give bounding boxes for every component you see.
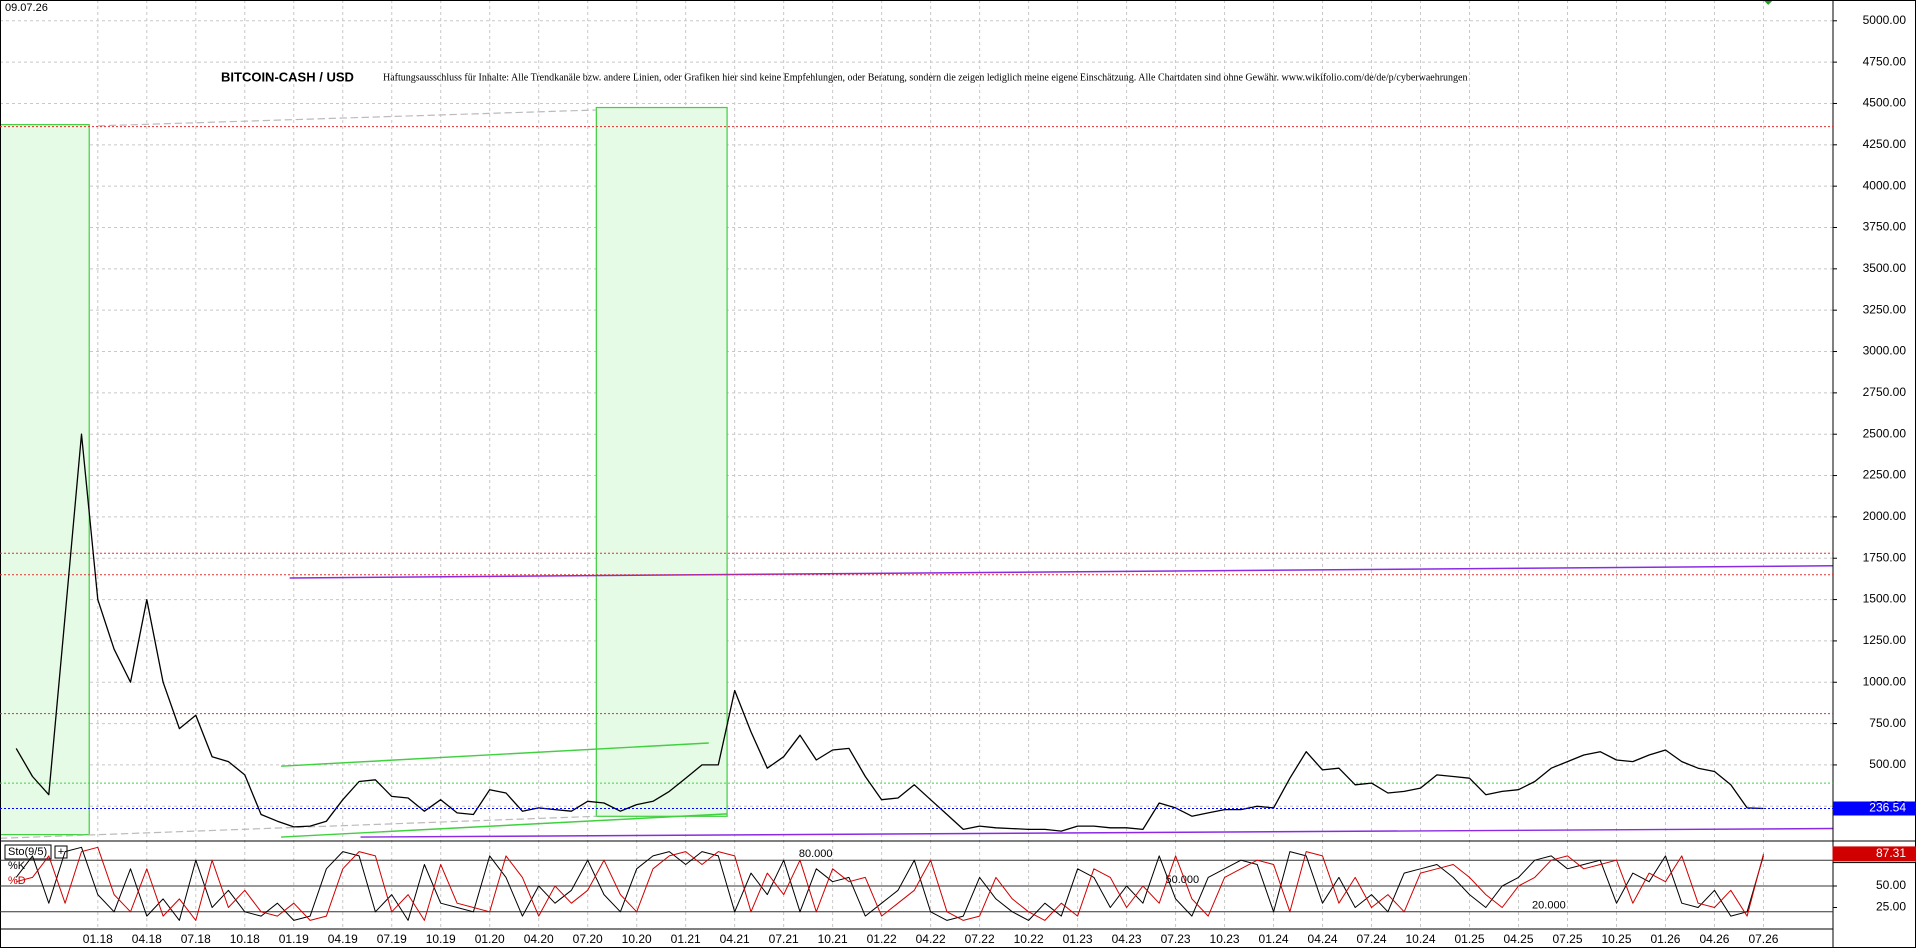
y-tick-label: 4750.00 bbox=[1863, 54, 1907, 68]
y-tick-label: 2500.00 bbox=[1863, 426, 1907, 440]
level-label: 80.000 bbox=[799, 848, 833, 860]
y-tick-label: 4000.00 bbox=[1863, 178, 1907, 192]
y-tick-label: 4250.00 bbox=[1863, 137, 1907, 151]
x-tick-label: 10.21 bbox=[818, 932, 848, 946]
y-tick-label: 3500.00 bbox=[1863, 261, 1907, 275]
y-tick-label: 2750.00 bbox=[1863, 385, 1907, 399]
x-tick-label: 04.21 bbox=[720, 932, 750, 946]
x-tick-label: 07.20 bbox=[573, 932, 603, 946]
x-tick-label: 04.22 bbox=[916, 932, 946, 946]
x-tick-label: 10.23 bbox=[1210, 932, 1240, 946]
x-tick-label: 04.24 bbox=[1308, 932, 1338, 946]
x-tick-label: 07.24 bbox=[1357, 932, 1387, 946]
x-tick-label: 01.25 bbox=[1455, 932, 1485, 946]
x-tick-label: 01.18 bbox=[83, 932, 113, 946]
x-tick-label: 04.18 bbox=[132, 932, 162, 946]
disclaimer: Haftungsausschluss für Inhalte: Alle Tre… bbox=[383, 72, 1468, 83]
x-tick-label: 10.20 bbox=[622, 932, 652, 946]
last-value-label: 87.31 bbox=[1876, 846, 1906, 860]
x-tick-label: 07.18 bbox=[181, 932, 211, 946]
x-tick-label: 04.20 bbox=[524, 932, 554, 946]
y-tick-label: 5000.00 bbox=[1863, 13, 1907, 27]
series-line bbox=[15, 433, 1764, 832]
indicator-box bbox=[4, 844, 52, 860]
x-tick-label: 07.25 bbox=[1552, 932, 1582, 946]
signal-marker bbox=[1763, 0, 1774, 5]
last-price-label: 236.54 bbox=[1869, 801, 1906, 815]
x-tick-label: 04.26 bbox=[1699, 932, 1729, 946]
y-tick-label: 1500.00 bbox=[1863, 592, 1907, 606]
drawings bbox=[0, 0, 1834, 839]
y-tick-label: 25.00 bbox=[1876, 900, 1906, 914]
trend-line bbox=[281, 742, 709, 767]
y-tick-label: 750.00 bbox=[1869, 716, 1906, 730]
last-value-box bbox=[1832, 846, 1916, 862]
x-tick-label: 07.23 bbox=[1161, 932, 1191, 946]
y-tick-label: 3000.00 bbox=[1863, 344, 1907, 358]
level-label: 20.000 bbox=[1532, 900, 1566, 912]
x-tick-label: 01.26 bbox=[1650, 932, 1680, 946]
level-label: 50.000 bbox=[1165, 874, 1199, 886]
trend-line bbox=[281, 813, 728, 838]
x-tick-label: 04.25 bbox=[1503, 932, 1533, 946]
highlight-box bbox=[595, 106, 728, 817]
y-tick-label: 2000.00 bbox=[1863, 509, 1907, 523]
legend-label: %D bbox=[8, 875, 26, 887]
x-tick-label: 01.22 bbox=[867, 932, 897, 946]
y-tick-label: 2250.00 bbox=[1863, 468, 1907, 482]
date-label: 09.07.26 bbox=[5, 2, 48, 14]
y-tick-label: 500.00 bbox=[1869, 757, 1906, 771]
x-tick-label: 01.20 bbox=[475, 932, 505, 946]
x-tick-label: 10.22 bbox=[1014, 932, 1044, 946]
x-tick-label: 01.21 bbox=[671, 932, 701, 946]
y-tick-label: 1750.00 bbox=[1863, 550, 1907, 564]
y-tick-label: 4500.00 bbox=[1863, 96, 1907, 110]
expand-icon: + bbox=[58, 846, 64, 858]
y-tick-label: 3250.00 bbox=[1863, 302, 1907, 316]
x-tick-label: 10.25 bbox=[1601, 932, 1631, 946]
x-tick-label: 04.19 bbox=[328, 932, 358, 946]
x-tick-label: 01.19 bbox=[279, 932, 309, 946]
x-tick-label: 10.24 bbox=[1406, 932, 1436, 946]
x-tick-label: 07.26 bbox=[1748, 932, 1778, 946]
x-tick-label: 01.24 bbox=[1259, 932, 1289, 946]
trend-line bbox=[97, 109, 597, 127]
last-price-box bbox=[1833, 801, 1916, 816]
x-tick-label: 04.23 bbox=[1112, 932, 1142, 946]
highlight-box bbox=[0, 124, 90, 836]
series-line bbox=[16, 846, 1764, 921]
x-tick-label: 07.21 bbox=[769, 932, 799, 946]
x-tick-label: 07.19 bbox=[377, 932, 407, 946]
x-tick-label: 01.23 bbox=[1063, 932, 1093, 946]
y-tick-label: 3750.00 bbox=[1863, 220, 1907, 234]
chart-title: BITCOIN-CASH / USD bbox=[221, 69, 354, 84]
trend-line bbox=[360, 827, 1834, 838]
y-tick-label: 1250.00 bbox=[1863, 633, 1907, 647]
indicator-title: Sto(9/5) bbox=[8, 846, 47, 858]
x-tick-label: 10.19 bbox=[426, 932, 456, 946]
x-tick-label: 10.18 bbox=[230, 932, 260, 946]
x-tick-label: 07.22 bbox=[965, 932, 995, 946]
legend-label: %K bbox=[8, 860, 26, 872]
y-tick-label: 50.00 bbox=[1876, 878, 1906, 892]
trend-line bbox=[289, 565, 1834, 579]
y-tick-label: 1000.00 bbox=[1863, 674, 1907, 688]
